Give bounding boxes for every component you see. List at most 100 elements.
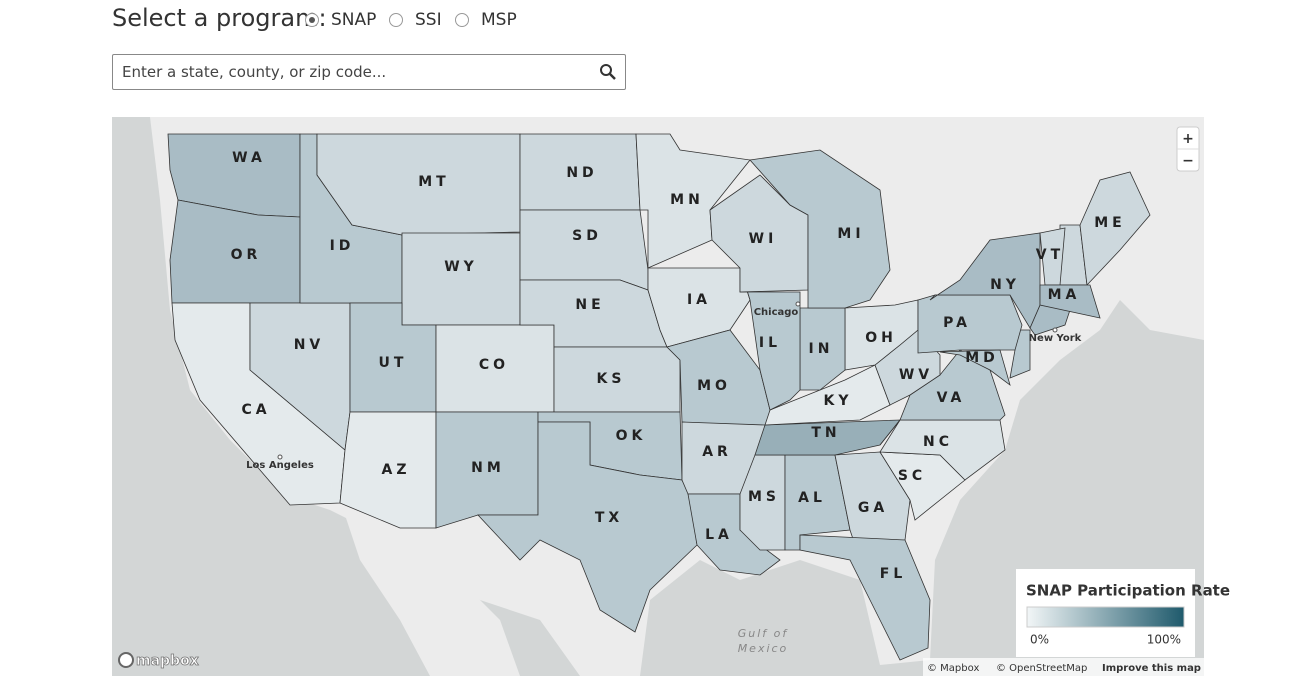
state-shape[interactable]	[519, 279, 668, 348]
state-shape[interactable]	[167, 133, 301, 218]
program-option[interactable]: SNAP	[305, 10, 376, 30]
state-label: WY	[444, 259, 478, 275]
state-label: KS	[597, 371, 626, 387]
state-shape[interactable]	[939, 349, 1011, 387]
state-label: ID	[330, 238, 355, 254]
city-label: Chicago	[754, 307, 799, 318]
state-label: WI	[749, 231, 778, 247]
radio[interactable]	[455, 13, 469, 27]
state-label: IL	[759, 335, 781, 351]
state-shape[interactable]	[1039, 227, 1066, 286]
state-label: WV	[899, 367, 933, 383]
state-shape[interactable]	[844, 299, 919, 371]
city-label: Los Angeles	[246, 460, 314, 471]
state-shape[interactable]	[687, 493, 781, 576]
program-option[interactable]: MSP	[455, 10, 517, 30]
zoom-button[interactable]: +	[1182, 131, 1194, 147]
state-shape[interactable]	[874, 329, 941, 406]
state-shape[interactable]	[749, 149, 891, 309]
state-shape[interactable]	[435, 411, 539, 529]
state-label: NE	[575, 297, 604, 313]
state-label: VT	[1036, 247, 1064, 263]
radio[interactable]	[305, 13, 319, 27]
state-shape[interactable]	[929, 232, 1041, 329]
state-shape[interactable]	[799, 307, 846, 391]
state-shape[interactable]	[316, 133, 521, 236]
state-shape[interactable]	[477, 421, 698, 633]
attribution-link[interactable]: Improve this map	[1102, 663, 1201, 674]
water-label: Gulf of	[738, 627, 789, 640]
state-shape[interactable]	[435, 324, 555, 413]
state-shape[interactable]	[553, 346, 681, 413]
state-label: MO	[697, 378, 731, 394]
state-label: ND	[566, 165, 597, 181]
state-label: TX	[595, 510, 623, 526]
state-label: NV	[294, 337, 325, 353]
state-shape[interactable]	[739, 454, 786, 551]
state-shape[interactable]	[681, 421, 766, 495]
state-label: MA	[1048, 287, 1081, 303]
search-box[interactable]: Enter a state, county, or zip code...	[112, 54, 626, 90]
state-shape[interactable]	[1029, 304, 1071, 336]
state-shape[interactable]	[1039, 284, 1101, 319]
zoom-button[interactable]: −	[1182, 153, 1194, 169]
program-option[interactable]: SSI	[389, 10, 442, 30]
state-shape[interactable]	[879, 349, 1006, 446]
state-shape[interactable]	[799, 534, 931, 661]
state-label: VA	[937, 390, 966, 406]
state-shape[interactable]	[917, 294, 1023, 354]
state-shape[interactable]	[666, 329, 771, 431]
legend-min: 0%	[1030, 633, 1049, 647]
state-label: MN	[670, 192, 704, 208]
state-label: GA	[858, 500, 888, 516]
search-icon[interactable]	[599, 63, 617, 81]
attribution-link[interactable]: © OpenStreetMap	[996, 663, 1087, 674]
state-label: TN	[811, 425, 840, 441]
state-shape[interactable]	[401, 232, 521, 326]
state-shape[interactable]	[739, 267, 801, 411]
state-shape[interactable]	[1059, 224, 1088, 286]
program-label: Select a program:	[112, 4, 327, 32]
state-shape[interactable]	[249, 302, 351, 451]
state-shape[interactable]	[879, 419, 1006, 481]
state-label: MT	[418, 174, 449, 190]
state-shape[interactable]	[754, 419, 901, 456]
state-shape[interactable]	[349, 302, 437, 413]
state-shape[interactable]	[709, 174, 809, 293]
legend-box	[1016, 569, 1195, 657]
state-shape[interactable]	[171, 302, 346, 506]
radio[interactable]	[389, 13, 403, 27]
state-shape[interactable]	[764, 364, 891, 426]
attribution-link[interactable]: © Mapbox	[927, 663, 979, 674]
state-label: MS	[748, 489, 780, 505]
state-shape[interactable]	[519, 209, 649, 291]
state-shape[interactable]	[879, 451, 966, 521]
state-shape[interactable]	[784, 454, 851, 551]
state-shape[interactable]	[519, 133, 641, 211]
state-shape[interactable]	[299, 133, 403, 304]
state-shape[interactable]	[635, 133, 751, 269]
option-label: SSI	[415, 10, 442, 30]
state-shape[interactable]	[339, 411, 437, 529]
water	[112, 117, 1204, 676]
state-label: FL	[880, 566, 906, 582]
state-shape[interactable]	[647, 267, 751, 348]
state-shape[interactable]	[1079, 171, 1151, 286]
city-dot	[277, 454, 283, 460]
state-shape[interactable]	[169, 199, 301, 304]
city-dot	[1052, 327, 1058, 333]
logo[interactable]: mapbox	[136, 653, 200, 670]
state-label: ME	[1094, 215, 1126, 231]
state-shape[interactable]	[1009, 329, 1031, 379]
state-label: MD	[965, 350, 999, 366]
state-shape[interactable]	[537, 411, 683, 481]
search-placeholder: Enter a state, county, or zip code...	[122, 63, 387, 81]
state-label: MI	[837, 226, 864, 242]
state-shape[interactable]	[834, 451, 911, 546]
state-label: SC	[898, 468, 926, 484]
state-label: AR	[702, 444, 732, 460]
state-label: PA	[943, 315, 971, 331]
zoom-control	[1176, 126, 1200, 172]
